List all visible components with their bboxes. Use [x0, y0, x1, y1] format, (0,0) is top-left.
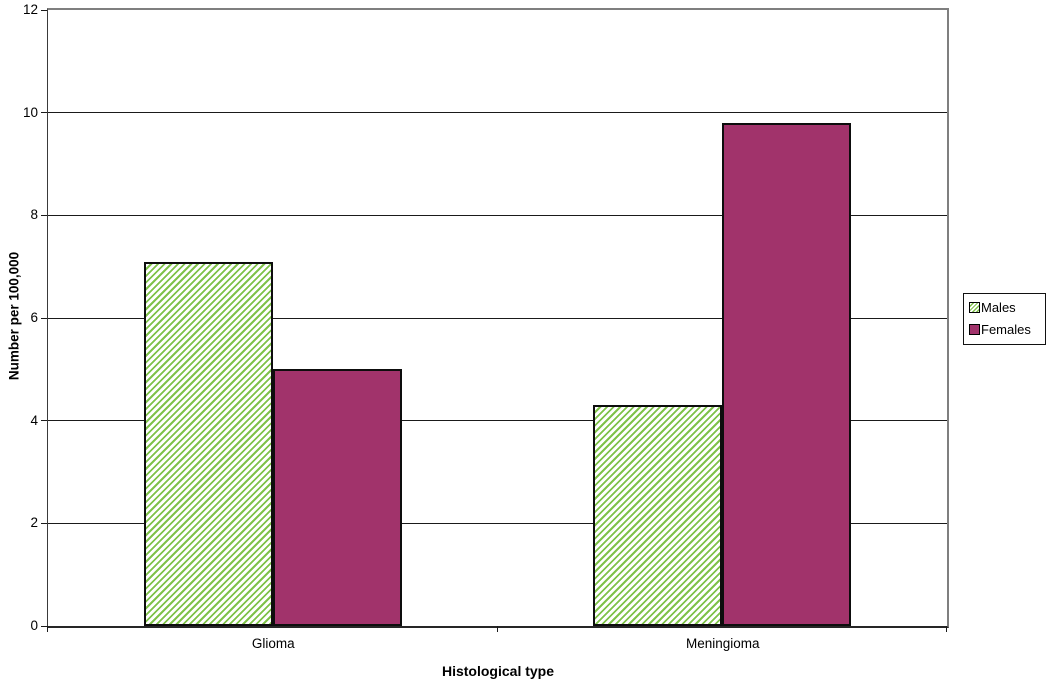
y-tick-label-0: 0: [30, 618, 38, 633]
y-tick-mark-8: [41, 214, 47, 216]
x-axis-title: Histological type: [441, 663, 555, 679]
gridline-8: [48, 214, 947, 216]
plot-area: [47, 8, 949, 628]
y-tick-mark-6: [41, 317, 47, 319]
legend-swatch-females-icon: [969, 324, 980, 335]
gridline-6: [48, 317, 947, 319]
y-tick-label-2: 2: [30, 515, 38, 531]
y-tick-mark-10: [41, 112, 47, 114]
y-tick-label-6: 6: [30, 310, 38, 325]
x-tick-mark-2: [946, 626, 947, 632]
legend-item-females: Females: [969, 322, 1040, 337]
bar-males-glioma: [143, 261, 273, 626]
x-category-label-meningioma: Meningioma: [685, 636, 760, 651]
gridline-2: [48, 522, 947, 524]
y-tick-mark-12: [41, 9, 47, 11]
x-tick-mark-1: [496, 626, 498, 632]
y-tick-label-10: 10: [22, 104, 38, 120]
x-tick-mark-0: [47, 626, 48, 632]
y-tick-mark-0: [41, 625, 47, 627]
legend-label-males: Males: [981, 300, 1016, 315]
bar-males-meningioma: [593, 405, 723, 626]
bar-females-meningioma: [722, 122, 852, 626]
y-tick-mark-2: [41, 522, 47, 524]
y-tick-label-4: 4: [30, 412, 38, 428]
legend: Males Females: [963, 293, 1046, 345]
bar-females-glioma: [272, 369, 402, 626]
legend-item-males: Males: [969, 300, 1040, 315]
gridline-10: [48, 112, 947, 114]
y-tick-label-12: 12: [22, 2, 38, 17]
y-tick-mark-4: [41, 420, 47, 422]
y-tick-label-8: 8: [30, 207, 38, 223]
gridline-4: [48, 420, 947, 422]
x-category-label-glioma: Glioma: [251, 636, 295, 651]
legend-swatch-males-icon: [969, 302, 980, 313]
legend-label-females: Females: [981, 322, 1031, 337]
